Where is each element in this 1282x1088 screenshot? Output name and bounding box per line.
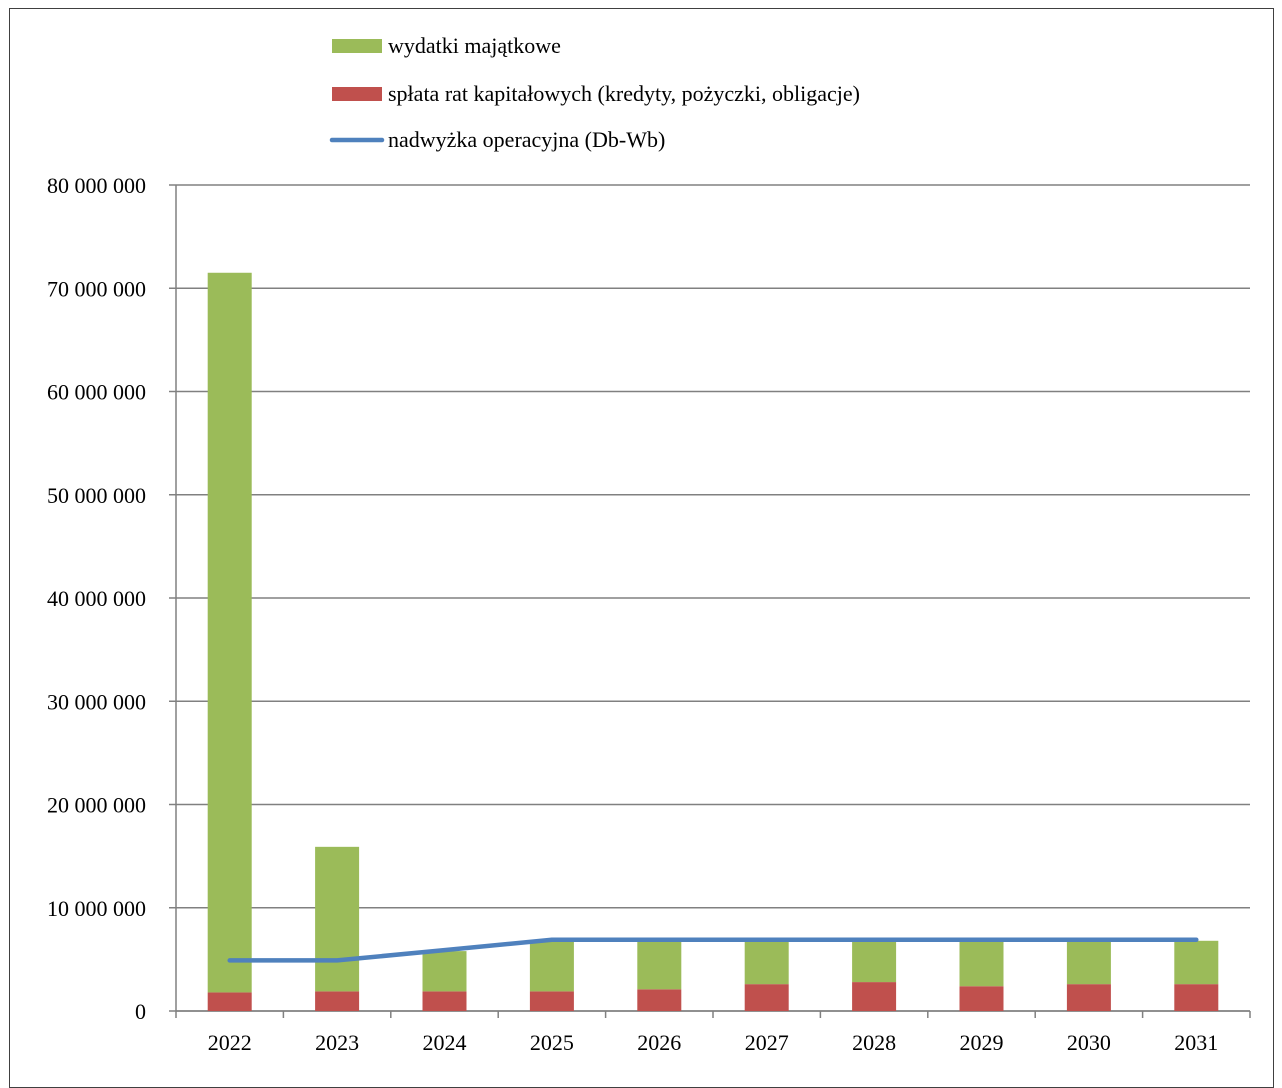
x-tick-label: 2026 (637, 1030, 681, 1055)
bar-segment-series-1 (852, 941, 897, 983)
x-tick-label: 2027 (745, 1030, 789, 1055)
y-tick-label: 20 000 000 (47, 793, 146, 818)
bar-segment-series-0 (637, 989, 682, 1011)
y-tick-label: 60 000 000 (47, 380, 146, 405)
line-series-2 (227, 937, 1199, 963)
bar-segment-series-0 (1066, 984, 1111, 1011)
stacked-bar-line-chart: 0 10 000 000 20 000 000 30 000 000 40 000 00… (47, 33, 1251, 1055)
bar-segment-series-1 (959, 941, 1004, 987)
legend-label: nadwyżka operacyjna (Db-Wb) (388, 127, 665, 152)
x-tick-label: 2022 (208, 1030, 252, 1055)
bar-segment-series-0 (744, 984, 789, 1011)
x-tick-label: 2024 (423, 1030, 467, 1055)
legend-label: wydatki majątkowe (388, 33, 561, 58)
bar-segment-series-1 (207, 272, 252, 993)
bar-segment-series-0 (959, 986, 1004, 1011)
bar-segment-series-0 (315, 991, 360, 1011)
y-tick-label: 30 000 000 (47, 689, 146, 714)
bar-segment-series-1 (1066, 941, 1111, 985)
x-tick-label: 2031 (1174, 1030, 1218, 1055)
bar-segment-series-0 (207, 992, 252, 1011)
bar-segment-series-1 (744, 941, 789, 985)
x-tick-label: 2023 (315, 1030, 359, 1055)
bar-segment-series-0 (1174, 984, 1219, 1011)
bar-segment-series-0 (422, 991, 467, 1011)
bar-segment-series-0 (852, 982, 897, 1011)
bar-segment-series-1 (637, 941, 682, 990)
y-tick-label: 0 (135, 999, 146, 1024)
x-tick-label: 2028 (852, 1030, 896, 1055)
x-tick-label: 2025 (530, 1030, 574, 1055)
legend-label: spłata rat kapitałowych (kredyty, pożycz… (388, 81, 860, 106)
bar-segment-series-1 (315, 846, 360, 992)
legend-swatch (332, 87, 382, 101)
x-tick-label: 2029 (960, 1030, 1004, 1055)
bar-segment-series-0 (529, 991, 574, 1011)
bar-segment-series-1 (422, 951, 467, 992)
y-tick-label: 50 000 000 (47, 483, 146, 508)
x-tick-label: 2030 (1067, 1030, 1111, 1055)
y-tick-label: 40 000 000 (47, 586, 146, 611)
y-tick-label: 70 000 000 (47, 276, 146, 301)
y-tick-label: 80 000 000 (47, 173, 146, 198)
legend-swatch (332, 39, 382, 53)
bar-segment-series-1 (529, 941, 574, 992)
bar-segment-series-1 (1174, 940, 1219, 985)
y-tick-label: 10 000 000 (47, 896, 146, 921)
